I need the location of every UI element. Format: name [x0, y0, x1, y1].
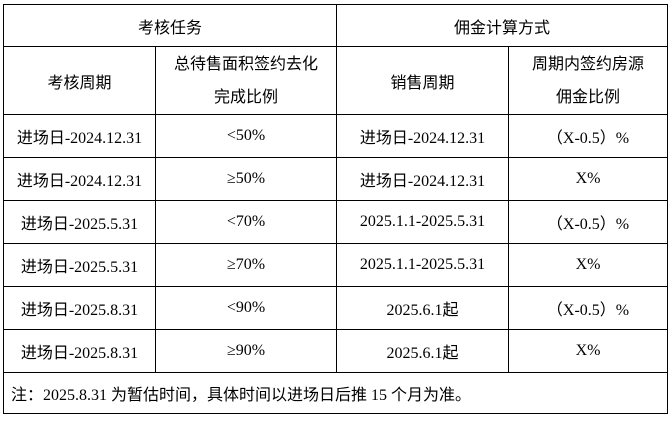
table-row: 进场日-2025.5.31 ≥70% 2025.1.1-2025.5.31 X%	[3, 243, 669, 287]
cell-assessment-period: 进场日-2025.8.31	[3, 286, 156, 330]
column-header-completion-ratio: 总待售面积签约去化 完成比例	[154, 46, 338, 115]
cell-sales-period: 2025.6.1起	[336, 286, 510, 330]
cell-assessment-period: 进场日-2024.12.31	[3, 114, 156, 158]
cell-commission-rate: （X-0.5）%	[508, 286, 669, 330]
cell-commission-rate: （X-0.5）%	[508, 200, 669, 244]
column-header-commission-rate: 周期内签约房源 佣金比例	[508, 46, 669, 115]
table-row: 进场日-2024.12.31 ≥50% 进场日-2024.12.31 X%	[3, 157, 669, 201]
table-row: 进场日-2025.8.31 <90% 2025.6.1起 （X-0.5）%	[3, 286, 669, 330]
cell-completion-ratio: ≥50%	[154, 157, 338, 201]
cell-assessment-period: 进场日-2025.8.31	[3, 329, 156, 373]
header-group-row: 考核任务 佣金计算方式	[2, 4, 669, 47]
column-header-sales-period: 销售周期	[336, 46, 510, 115]
table-row: 进场日-2025.5.31 <70% 2025.1.1-2025.5.31 （X…	[3, 200, 669, 244]
cell-sales-period: 2025.1.1-2025.5.31	[336, 243, 510, 287]
cell-commission-rate: （X-0.5）%	[508, 114, 669, 158]
cell-commission-rate: X%	[508, 243, 669, 287]
cell-assessment-period: 进场日-2025.5.31	[3, 200, 156, 244]
header-group-assessment-task: 考核任务	[2, 4, 338, 47]
table-row: 进场日-2024.12.31 <50% 进场日-2024.12.31 （X-0.…	[3, 114, 669, 158]
cell-sales-period: 2025.1.1-2025.5.31	[336, 200, 510, 244]
cell-commission-rate: X%	[508, 329, 669, 373]
footnote-row: 注：2025.8.31 为暂估时间，具体时间以进场日后推 15 个月为准。	[2, 372, 669, 414]
header-group-commission-method: 佣金计算方式	[336, 4, 669, 47]
cell-commission-rate: X%	[508, 157, 669, 201]
table-row: 进场日-2025.8.31 ≥90% 2025.6.1起 X%	[3, 329, 669, 373]
commission-assessment-table: 考核任务 佣金计算方式 考核周期 总待售面积签约去化 完成比例 销售周期 周期内…	[2, 4, 669, 414]
cell-completion-ratio: ≥90%	[154, 329, 338, 373]
column-header-row: 考核周期 总待售面积签约去化 完成比例 销售周期 周期内签约房源 佣金比例	[3, 46, 669, 115]
cell-sales-period: 2025.6.1起	[336, 329, 510, 373]
cell-assessment-period: 进场日-2025.5.31	[3, 243, 156, 287]
column-header-assessment-period: 考核周期	[3, 46, 156, 115]
column-header-commission-rate-text: 周期内签约房源 佣金比例	[532, 55, 645, 106]
footnote-text: 注：2025.8.31 为暂估时间，具体时间以进场日后推 15 个月为准。	[2, 372, 669, 414]
cell-completion-ratio: <90%	[154, 286, 338, 330]
cell-assessment-period: 进场日-2024.12.31	[3, 157, 156, 201]
cell-completion-ratio: <50%	[154, 114, 338, 158]
cell-sales-period: 进场日-2024.12.31	[336, 114, 510, 158]
cell-completion-ratio: ≥70%	[154, 243, 338, 287]
cell-sales-period: 进场日-2024.12.31	[336, 157, 510, 201]
cell-completion-ratio: <70%	[154, 200, 338, 244]
column-header-completion-ratio-text: 总待售面积签约去化 完成比例	[174, 55, 319, 106]
